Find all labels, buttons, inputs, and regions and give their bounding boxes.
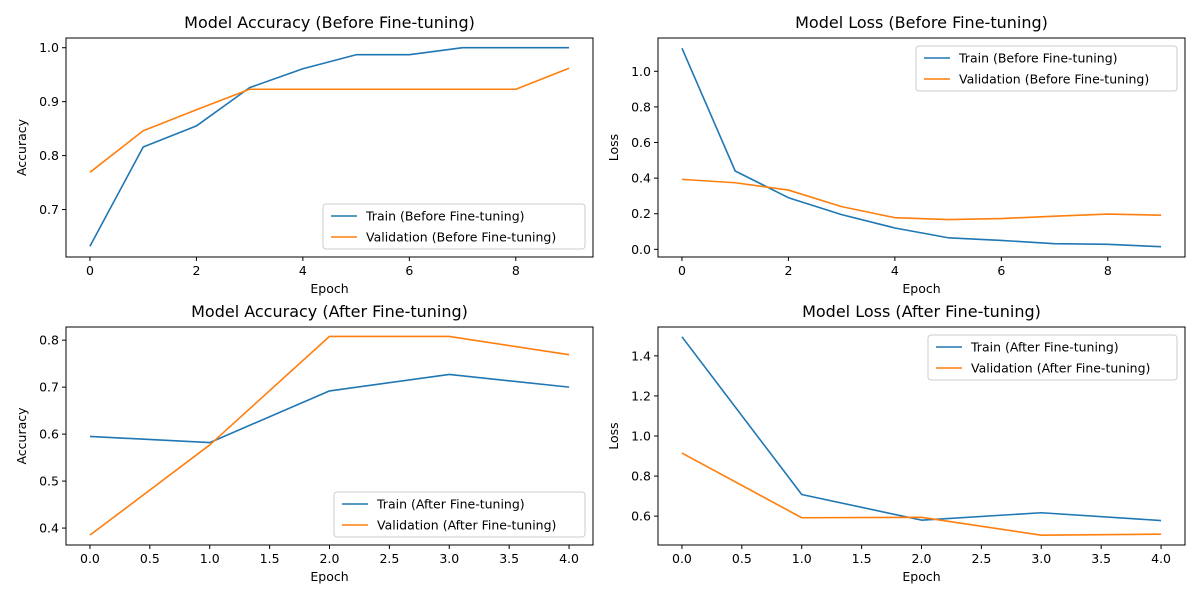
y-axis-label: Accuracy: [14, 407, 29, 465]
y-tick-label: 0.7: [39, 202, 59, 217]
x-tick-label: 4: [299, 263, 307, 278]
chart-title: Model Loss (After Fine-tuning): [802, 302, 1041, 321]
y-tick-label: 0.6: [39, 427, 59, 442]
series-line: [89, 373, 570, 444]
y-tick-label: 0.9: [39, 94, 59, 109]
y-tick-label: 0.0: [631, 242, 651, 257]
series-line: [89, 46, 570, 247]
x-tick-label: 3.5: [1091, 551, 1111, 566]
series-line: [89, 67, 570, 173]
x-tick-label: 1.5: [852, 551, 872, 566]
series-line: [681, 336, 1162, 522]
y-tick-label: 0.8: [631, 469, 651, 484]
legend-frame: [915, 45, 1178, 92]
y-tick-label: 0.2: [631, 206, 651, 221]
x-tick-label: 8: [512, 263, 520, 278]
legend: Train (After Fine-tuning) Validation (Aft…: [333, 491, 586, 538]
x-tick-label: 6: [997, 263, 1005, 278]
plot-frame: [65, 326, 594, 546]
legend-label: Train (Before Fine-tuning): [958, 51, 1118, 66]
x-tick-label: 2: [192, 263, 200, 278]
y-axis-label: Accuracy: [14, 118, 29, 176]
y-tick-label: 1.0: [631, 64, 651, 79]
x-tick-label: 6: [405, 263, 413, 278]
x-tick-label: 0: [86, 263, 94, 278]
x-tick-label: 2.5: [379, 551, 399, 566]
y-tick-label: 1.2: [631, 388, 651, 403]
y-tick-label: 0.4: [631, 171, 651, 186]
x-tick-label: 1.5: [260, 551, 280, 566]
legend-frame: [322, 203, 586, 250]
x-tick-label: 0.5: [732, 551, 752, 566]
legend-label: Train (After Fine-tuning): [376, 497, 525, 512]
x-tick-label: 1.0: [200, 551, 220, 566]
chart-panel: Model Accuracy (After Fine-tuning) 0.0 0.5…: [14, 302, 594, 584]
series-line: [681, 47, 1162, 248]
x-tick-label: 8: [1104, 263, 1112, 278]
legend-label: Validation (After Fine-tuning): [377, 518, 556, 533]
y-tick-label: 0.5: [39, 474, 59, 489]
legend-label: Validation (Before Fine-tuning): [959, 72, 1149, 87]
x-axis-label: Epoch: [310, 281, 348, 296]
chart-title: Model Accuracy (After Fine-tuning): [191, 302, 468, 321]
legend-label: Train (Before Fine-tuning): [365, 209, 525, 224]
legend-label: Validation (Before Fine-tuning): [366, 230, 556, 245]
x-tick-label: 3.0: [1031, 551, 1051, 566]
x-axis-label: Epoch: [310, 569, 348, 584]
y-axis-label: Loss: [606, 134, 621, 161]
x-tick-label: 1.0: [792, 551, 812, 566]
x-axis-label: Epoch: [902, 569, 940, 584]
plot-frame: [657, 37, 1186, 258]
x-tick-label: 0.5: [140, 551, 160, 566]
y-tick-label: 1.0: [631, 429, 651, 444]
y-axis-label: Loss: [606, 422, 621, 449]
x-tick-label: 0: [678, 263, 686, 278]
x-tick-label: 4.0: [1151, 551, 1171, 566]
x-tick-label: 4: [891, 263, 899, 278]
series-line: [681, 452, 1162, 536]
x-tick-label: 0.0: [80, 551, 100, 566]
series-line: [89, 335, 570, 536]
y-tick-label: 1.4: [631, 348, 651, 363]
legend: Train (Before Fine-tuning) Validation (Be…: [322, 203, 586, 250]
y-tick-label: 1.0: [39, 40, 59, 55]
x-tick-label: 3.0: [439, 551, 459, 566]
legend-label: Validation (After Fine-tuning): [971, 361, 1150, 376]
y-tick-label: 0.6: [631, 509, 651, 524]
plot-frame: [657, 326, 1186, 546]
legend-label: Train (After Fine-tuning): [970, 340, 1119, 355]
x-tick-label: 2.5: [971, 551, 991, 566]
legend-frame: [333, 491, 586, 538]
x-tick-label: 2.0: [912, 551, 932, 566]
plot-frame: [65, 37, 594, 258]
x-tick-label: 3.5: [499, 551, 519, 566]
series-line: [681, 178, 1162, 221]
x-axis-label: Epoch: [902, 281, 940, 296]
chart-panel: Model Accuracy (Before Fine-tuning) 0 2 4 6 8…: [14, 13, 594, 296]
chart-title: Model Loss (Before Fine-tuning): [795, 13, 1048, 32]
legend: Train (Before Fine-tuning) Validation (Be…: [915, 45, 1178, 92]
x-tick-label: 2.0: [320, 551, 340, 566]
y-tick-label: 0.8: [631, 99, 651, 114]
chart-panel: Model Loss (Before Fine-tuning) 0 2 4 6 8 0.0 0…: [606, 13, 1186, 296]
y-tick-label: 0.8: [39, 333, 59, 348]
chart-panel: Model Loss (After Fine-tuning) 0.0 0.5 1.0 1…: [606, 302, 1186, 584]
legend-frame: [927, 334, 1178, 381]
y-tick-label: 0.7: [39, 380, 59, 395]
x-tick-label: 4.0: [559, 551, 579, 566]
x-tick-label: 2: [784, 263, 792, 278]
chart-title: Model Accuracy (Before Fine-tuning): [184, 13, 475, 32]
y-tick-label: 0.4: [39, 521, 59, 536]
x-tick-label: 0.0: [672, 551, 692, 566]
y-tick-label: 0.8: [39, 148, 59, 163]
legend: Train (After Fine-tuning) Validation (Aft…: [927, 334, 1178, 381]
y-tick-label: 0.6: [631, 135, 651, 150]
